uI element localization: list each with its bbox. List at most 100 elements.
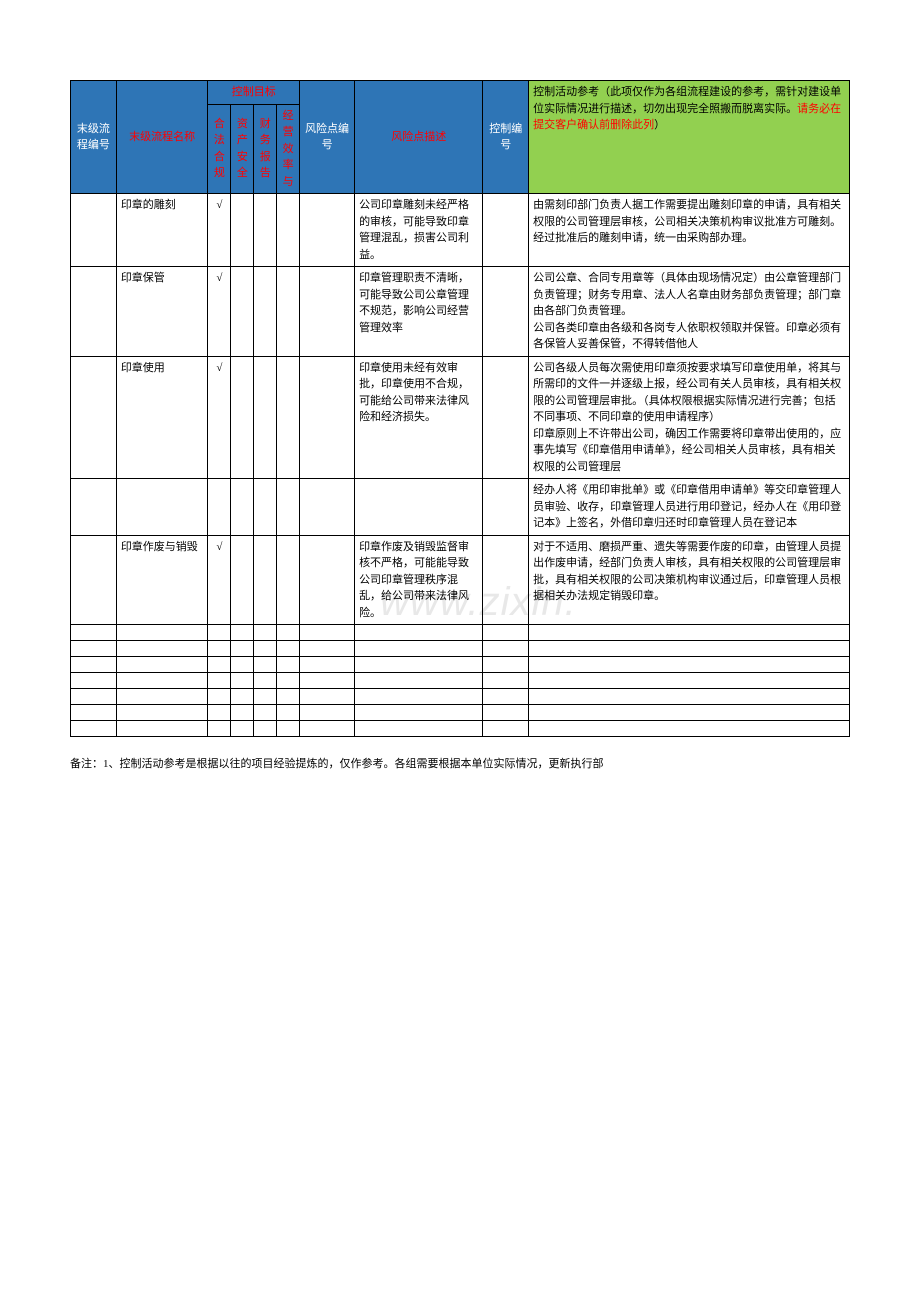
table-cell [254, 625, 277, 641]
table-row: 印章保管√ 印章管理职责不清晰，可能导致公司公章管理不规范，影响公司经营管理效率公… [71, 267, 850, 357]
table-cell [254, 641, 277, 657]
table-cell: √ [208, 535, 231, 625]
table-cell: 公司公章、合同专用章等（具体由现场情况定）由公章管理部门负责管理；财务专用章、法… [529, 267, 850, 357]
table-cell [300, 705, 355, 721]
table-cell [355, 641, 483, 657]
table-cell [116, 689, 208, 705]
table-cell [254, 267, 277, 357]
table-cell [208, 641, 231, 657]
table-cell [208, 479, 231, 536]
table-cell [300, 479, 355, 536]
table-cell [71, 267, 117, 357]
table-cell [355, 479, 483, 536]
table-cell [116, 705, 208, 721]
table-cell [231, 194, 254, 267]
table-cell [254, 673, 277, 689]
table-cell [300, 535, 355, 625]
table-cell: 公司各级人员每次需使用印章须按要求填写印章使用单，将其与所需印的文件一并逐级上报… [529, 356, 850, 479]
table-cell [277, 657, 300, 673]
table-cell [300, 657, 355, 673]
table-cell [231, 625, 254, 641]
header-ref: 控制活动参考（此项仅作为各组流程建设的参考，需针对建设单位实际情况进行描述，切勿… [529, 81, 850, 194]
table-cell [71, 625, 117, 641]
table-row-empty [71, 673, 850, 689]
table-cell [231, 479, 254, 536]
table-cell [483, 689, 529, 705]
table-cell [254, 535, 277, 625]
table-cell [300, 267, 355, 357]
table-cell [116, 641, 208, 657]
table-row-empty [71, 721, 850, 737]
table-cell [116, 673, 208, 689]
table-cell [208, 689, 231, 705]
table-cell [231, 689, 254, 705]
table-cell [355, 657, 483, 673]
table-cell [483, 705, 529, 721]
table-cell [254, 356, 277, 479]
table-cell [529, 689, 850, 705]
table-cell [71, 356, 117, 479]
table-cell: 印章作废与销毁 [116, 535, 208, 625]
table-cell: 印章作废及销毁监督审核不严格，可能能导致公司印章管理秩序混乱，给公司带来法律风险… [355, 535, 483, 625]
table-row: 印章作废与销毁√ 印章作废及销毁监督审核不严格，可能能导致公司印章管理秩序混乱，给… [71, 535, 850, 625]
table-cell: √ [208, 267, 231, 357]
table-cell [71, 535, 117, 625]
table-cell [116, 721, 208, 737]
table-cell [355, 705, 483, 721]
table-cell [529, 721, 850, 737]
table-cell [355, 721, 483, 737]
table-cell [254, 721, 277, 737]
header-ctrl-num: 控制编号 [483, 81, 529, 194]
table-cell [277, 356, 300, 479]
table-cell [483, 657, 529, 673]
table-cell [300, 673, 355, 689]
table-cell: 印章管理职责不清晰，可能导致公司公章管理不规范，影响公司经营管理效率 [355, 267, 483, 357]
table-cell [529, 673, 850, 689]
table-cell [208, 657, 231, 673]
table-cell [483, 625, 529, 641]
table-cell [277, 705, 300, 721]
table-row-empty [71, 641, 850, 657]
table-cell [71, 479, 117, 536]
table-cell [71, 721, 117, 737]
header-ctrl2: 资产安全 [231, 104, 254, 194]
table-cell [483, 479, 529, 536]
table-cell: 公司印章雕刻未经严格的审核，可能导致印章管理混乱，损害公司利益。 [355, 194, 483, 267]
table-cell [71, 705, 117, 721]
table-cell: √ [208, 356, 231, 479]
document-content: 末级流程编号 末级流程名称 控制目标 风险点编号 风险点描述 控制编号 控制活动… [70, 80, 850, 771]
table-cell [529, 641, 850, 657]
table-row: 印章使用√印章使用未经有效审批，印章使用不合规，可能给公司带来法律风险和经济损失… [71, 356, 850, 479]
header-ref-text1: 控制活动参考（此项仅作为各组流程建设的参考，需针对建设单位实际情况进行描述，切勿… [533, 86, 841, 115]
table-cell [254, 194, 277, 267]
table-cell [231, 673, 254, 689]
table-cell [231, 267, 254, 357]
table-cell [483, 673, 529, 689]
table-cell [116, 625, 208, 641]
table-cell [208, 705, 231, 721]
table-cell [231, 705, 254, 721]
table-cell [483, 721, 529, 737]
table-cell: 印章保管 [116, 267, 208, 357]
table-cell [355, 625, 483, 641]
table-cell [277, 535, 300, 625]
table-cell: 印章的雕刻 [116, 194, 208, 267]
table-cell [529, 657, 850, 673]
table-row-empty [71, 657, 850, 673]
table-cell [277, 625, 300, 641]
table-cell [300, 356, 355, 479]
table-cell [300, 625, 355, 641]
footnote: 备注：1、控制活动参考是根据以往的项目经验提炼的，仅作参考。各组需要根据本单位实… [70, 755, 850, 771]
table-cell [483, 194, 529, 267]
header-ctrl3: 财务报告 [254, 104, 277, 194]
table-cell [483, 641, 529, 657]
table-cell [483, 535, 529, 625]
header-process-name: 末级流程名称 [116, 81, 208, 194]
table-cell [277, 721, 300, 737]
table-cell [71, 689, 117, 705]
table-cell [71, 673, 117, 689]
header-ctrl4: 经营效率与 [277, 104, 300, 194]
table-cell [254, 689, 277, 705]
table-cell [529, 705, 850, 721]
header-ctrl1: 合法合规 [208, 104, 231, 194]
